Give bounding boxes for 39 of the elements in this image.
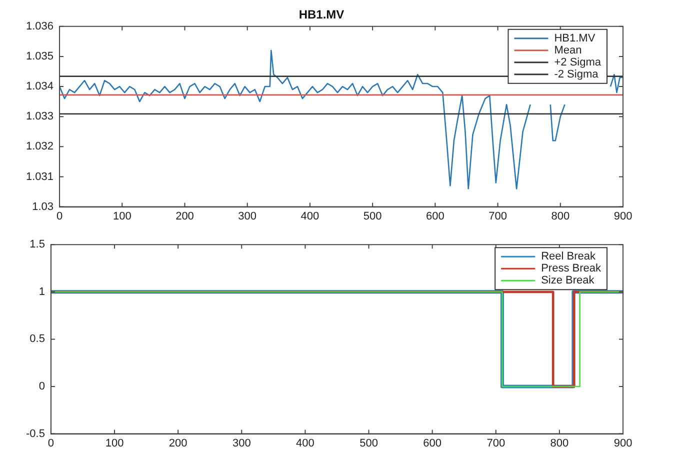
x-tick-label: 100 — [105, 437, 124, 450]
legend-label: -2 Sigma — [554, 68, 600, 80]
x-tick-label: 200 — [176, 210, 194, 222]
x-tick-label: 900 — [614, 437, 632, 450]
y-tick-label: 0.5 — [30, 333, 45, 346]
x-tick-label: 600 — [423, 437, 442, 450]
legend-label: Mean — [554, 44, 582, 56]
x-tick-label: 800 — [550, 437, 569, 450]
x-tick-label: 200 — [168, 437, 188, 450]
chart-title: HB1.MV — [298, 8, 344, 22]
y-tick-label: 1.034 — [26, 80, 54, 93]
x-tick-label: 500 — [360, 437, 378, 450]
x-tick-label: 300 — [238, 210, 257, 222]
legend-label: Size Break — [541, 274, 595, 287]
y-tick-label: 1.03 — [32, 200, 54, 213]
y-tick-label: 1.035 — [26, 50, 54, 62]
x-tick-label: 900 — [614, 210, 632, 222]
x-tick-label: 700 — [488, 210, 507, 222]
legend-label: Press Break — [541, 262, 602, 275]
x-tick-label: 600 — [426, 210, 444, 222]
x-tick-label: 400 — [300, 210, 320, 222]
y-tick-label: 1.032 — [26, 140, 54, 153]
x-tick-label: 700 — [486, 437, 506, 450]
legend-label: Reel Break — [541, 250, 596, 263]
x-tick-label: 300 — [232, 437, 251, 450]
y-tick-label: 1.031 — [26, 170, 54, 183]
x-tick-label: 0 — [56, 210, 63, 222]
y-tick-label: 0 — [38, 380, 45, 393]
x-tick-label: 800 — [551, 210, 570, 222]
y-tick-label: 1 — [38, 286, 45, 298]
x-tick-label: 500 — [363, 210, 382, 222]
x-tick-label: 400 — [296, 437, 314, 450]
y-tick-label: 1.033 — [26, 110, 54, 123]
legend-label: +2 Sigma — [554, 56, 602, 68]
legend-label: HB1.MV — [554, 32, 596, 44]
y-tick-label: -0.5 — [26, 428, 45, 440]
x-tick-label: 100 — [112, 210, 132, 222]
y-tick-label: 1.036 — [26, 20, 54, 32]
y-tick-label: 1.5 — [30, 238, 45, 251]
